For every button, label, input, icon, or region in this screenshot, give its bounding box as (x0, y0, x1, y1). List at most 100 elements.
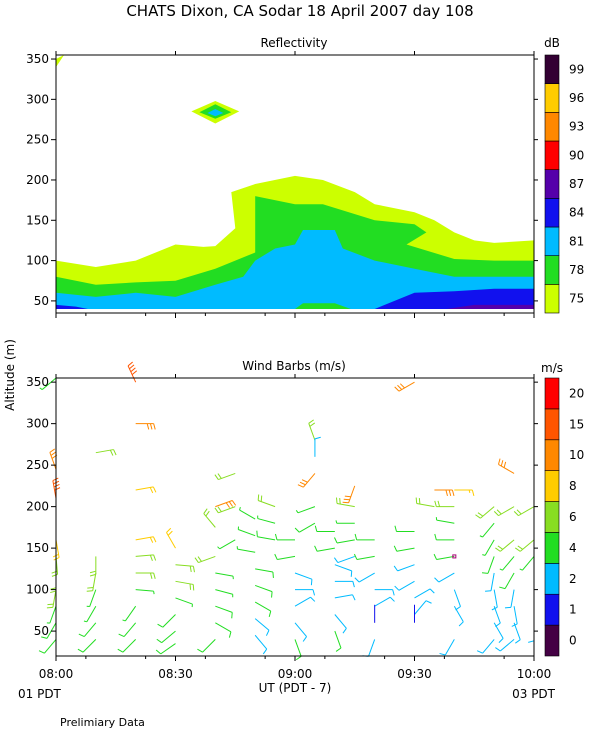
wind-barb (136, 424, 156, 430)
wind-colorbar-swatch (545, 625, 559, 656)
barb-staff (215, 500, 232, 506)
barb-feather (50, 588, 56, 590)
barb-staff (295, 639, 301, 656)
barb-feather (435, 534, 437, 540)
barb-staff (50, 606, 56, 623)
wind-barb (296, 507, 315, 513)
barb-feather (430, 589, 434, 593)
barb-feather (394, 546, 397, 551)
barb-staff (215, 623, 231, 632)
barb-feather (119, 634, 124, 637)
barb-feather (39, 651, 44, 654)
barb-feather (87, 588, 93, 589)
wind-barb (204, 509, 216, 528)
barb-feather (416, 498, 417, 504)
barb-feather (315, 437, 321, 439)
barb-staff (335, 565, 352, 571)
reflectivity-y-tick-label: 100 (26, 254, 49, 268)
barb-feather (298, 485, 303, 488)
barb-feather (150, 424, 152, 430)
barb-feather (395, 526, 397, 532)
barb-staff (215, 606, 232, 612)
barb-feather (52, 574, 58, 576)
barb-staff (483, 523, 495, 537)
barb-feather (198, 557, 201, 562)
barb-feather (232, 612, 233, 618)
wind-barb (514, 623, 520, 643)
wind-y-tick-label: 250 (26, 458, 49, 472)
left-date-label: 01 PDT (18, 687, 62, 701)
barb-feather (400, 384, 404, 388)
barb-feather (150, 555, 152, 561)
wind-barb (416, 498, 434, 507)
barb-staff (399, 581, 415, 590)
barb-feather (343, 502, 349, 503)
barb-staff (167, 533, 176, 549)
reflectivity-colorbar-swatch (545, 198, 559, 227)
wind-barb (275, 554, 295, 559)
barb-feather (150, 487, 153, 492)
wind-barb (275, 534, 295, 540)
barb-feather (90, 571, 96, 573)
wind-barb (335, 565, 352, 577)
reflectivity-y-tick-label: 250 (26, 133, 49, 147)
barb-feather (337, 498, 338, 504)
barb-staff (445, 639, 454, 655)
barb-staff (335, 615, 347, 629)
barb-feather (393, 590, 395, 596)
barb-feather (154, 573, 156, 579)
wind-barb (355, 573, 375, 582)
barb-feather (197, 649, 202, 652)
altitude-axis-label: Altitude (m) (3, 339, 17, 411)
barb-staff (204, 514, 216, 528)
wind-barb (295, 623, 307, 642)
wind-barb (482, 556, 494, 573)
wind-colorbar-label: 8 (569, 479, 577, 493)
barb-staff (511, 590, 514, 608)
wind-y-tick-label: 200 (26, 500, 49, 514)
wind-colorbar-label: 2 (569, 572, 577, 586)
barb-feather (156, 650, 161, 654)
barb-feather (263, 649, 266, 654)
barb-feather (340, 498, 341, 504)
wind-barb (255, 585, 272, 597)
barb-staff (357, 556, 375, 559)
barb-staff (335, 631, 341, 648)
reflectivity-colorbar-swatch (545, 84, 559, 113)
barb-feather (129, 365, 134, 369)
wind-barb (335, 631, 341, 651)
barb-staff (299, 523, 315, 532)
reflectivity-colorbar-label: 84 (569, 206, 584, 220)
barb-feather (128, 362, 133, 366)
wind-barb (87, 590, 96, 607)
barb-feather (514, 511, 518, 515)
barb-feather (51, 452, 56, 455)
x-tick-label: 09:00 (278, 667, 313, 681)
wind-barb (136, 537, 156, 543)
barb-staff (417, 504, 435, 507)
wind-barb (237, 546, 255, 552)
barb-staff (161, 644, 176, 654)
x-tick-label: 08:30 (158, 667, 193, 681)
barb-feather (78, 649, 83, 652)
barb-feather (218, 547, 220, 549)
barb-staff (136, 590, 154, 592)
barb-feather (419, 498, 420, 504)
wind-barb (500, 556, 514, 570)
barb-staff (203, 639, 216, 652)
wind-barb (84, 606, 96, 622)
barb-feather (190, 584, 191, 590)
reflectivity-colorbar-label: 87 (569, 177, 584, 191)
barb-feather (132, 371, 137, 375)
barb-feather (446, 490, 448, 496)
wind-barb (255, 635, 267, 654)
barb-staff (437, 556, 455, 559)
wind-barb (136, 590, 154, 595)
wind-barb (395, 581, 415, 590)
barb-feather (515, 640, 520, 643)
wind-barb (475, 507, 494, 519)
barb-staff (123, 639, 136, 652)
barb-feather (275, 534, 277, 540)
barb-staff (176, 565, 194, 567)
barb-staff (437, 520, 455, 523)
